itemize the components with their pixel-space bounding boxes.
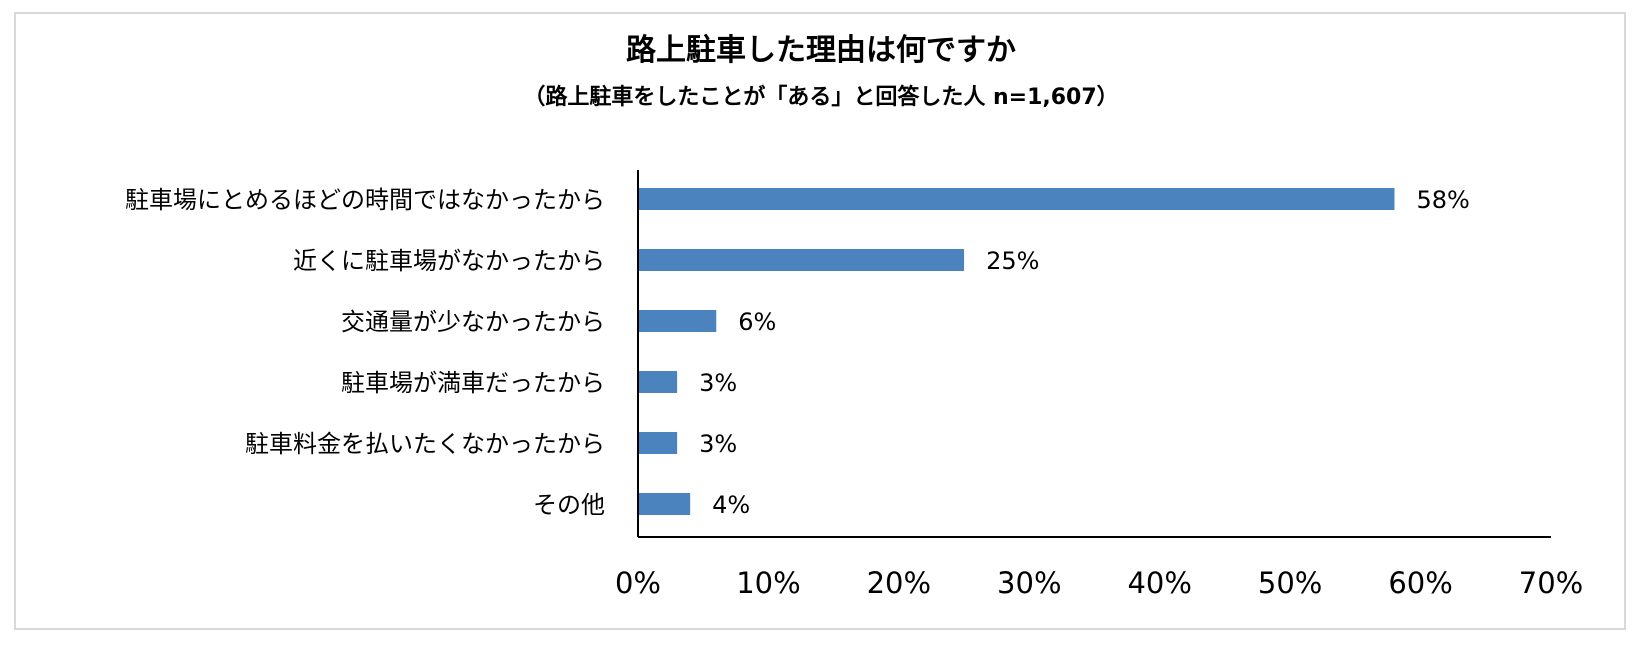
bar: [638, 249, 965, 271]
data-label: 3%: [699, 369, 737, 397]
category-label: その他: [533, 491, 605, 519]
category-label: 駐車料金を払いたくなかったから: [245, 430, 605, 458]
data-label: 58%: [1416, 186, 1469, 214]
x-tick-label: 0%: [615, 566, 661, 600]
category-label: 交通量が少なかったから: [341, 308, 605, 336]
data-label: 25%: [986, 247, 1039, 275]
data-label: 3%: [699, 430, 737, 458]
chart-subtitle: （路上駐車をしたことが「ある」と回答した人 n=1,607）: [523, 84, 1118, 110]
x-tick-label: 40%: [1127, 566, 1191, 600]
chart-frame: [14, 12, 1626, 630]
x-tick-label: 20%: [867, 566, 931, 600]
category-label: 駐車場が満車だったから: [341, 369, 605, 397]
x-tick-label: 50%: [1258, 566, 1322, 600]
bar: [638, 432, 678, 454]
chart-title: 路上駐車した理由は何ですか: [626, 33, 1016, 68]
bar: [638, 310, 717, 332]
category-label: 近くに駐車場がなかったから: [293, 247, 605, 275]
category-label: 駐車場にとめるほどの時間ではなかったから: [125, 186, 605, 214]
x-tick-label: 30%: [997, 566, 1061, 600]
plot-area: 駐車場にとめるほどの時間ではなかったから 58% 近くに駐車場がなかったから 25% 交…: [125, 170, 1583, 600]
data-label: 4%: [712, 491, 750, 519]
bar: [638, 371, 678, 393]
bar: [638, 493, 691, 515]
data-label: 6%: [738, 308, 776, 336]
bar: [638, 188, 1395, 210]
x-tick-label: 60%: [1388, 566, 1452, 600]
x-tick-label: 10%: [736, 566, 800, 600]
x-tick-label: 70%: [1519, 566, 1583, 600]
